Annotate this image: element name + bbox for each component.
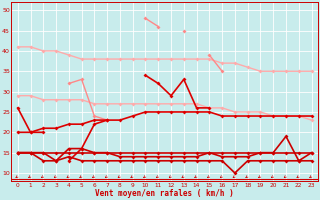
X-axis label: Vent moyen/en rafales ( km/h ): Vent moyen/en rafales ( km/h ) xyxy=(95,189,234,198)
